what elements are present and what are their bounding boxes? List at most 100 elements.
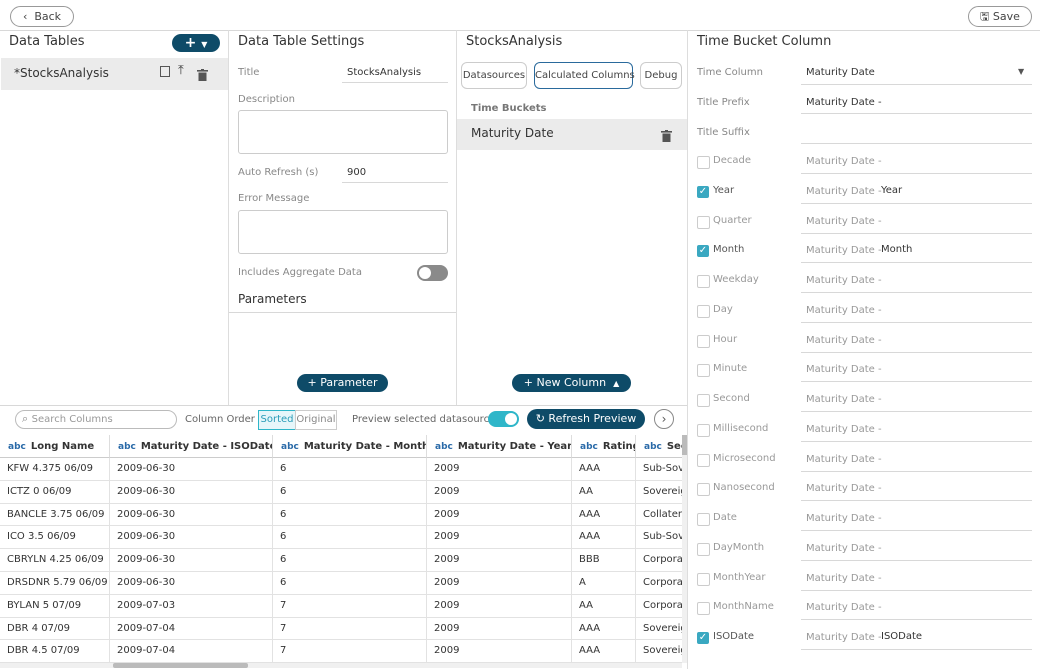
checkbox[interactable]	[697, 394, 710, 407]
bucket-prefix: Maturity Date -	[806, 304, 882, 316]
field-value: StocksAnalysis	[347, 67, 422, 78]
divider	[229, 312, 456, 313]
column-type: abc	[435, 442, 453, 452]
save-label: Save	[992, 10, 1020, 23]
refresh-button[interactable]: ↻ Refresh Preview	[527, 409, 645, 429]
underline	[801, 470, 1032, 472]
bucket-prefix: Maturity Date -	[806, 423, 882, 435]
table-cell: 2009-07-04	[110, 617, 273, 641]
button-label: Parameter	[320, 376, 378, 389]
table-cell: AAA	[572, 526, 636, 550]
search-box[interactable]: ⌕ Search Columns	[15, 410, 177, 429]
bucket-prefix: Maturity Date -	[806, 513, 882, 524]
bucket-prefix: Maturity Date -	[806, 156, 882, 167]
checkbox[interactable]	[697, 602, 710, 616]
checkbox[interactable]	[697, 423, 710, 437]
table-cell: AA	[572, 594, 636, 618]
list-row[interactable]	[1, 58, 228, 90]
new-column-button[interactable]: + New Column ▲	[512, 374, 631, 392]
panel-title: Data Tables	[9, 34, 85, 49]
textarea[interactable]	[238, 110, 448, 154]
parameter-button[interactable]: + Parameter	[297, 374, 388, 392]
checkbox[interactable]	[697, 542, 710, 556]
table-cell: DBR 4 07/09	[0, 617, 110, 641]
checkbox[interactable]	[697, 572, 710, 586]
underline	[801, 440, 1032, 442]
checkbox[interactable]	[697, 453, 710, 467]
bucket-name: MonthYear	[713, 571, 766, 583]
checkbox[interactable]: ✓	[697, 632, 709, 644]
delete-icon[interactable]	[661, 127, 672, 146]
tab[interactable]: Debug	[640, 62, 682, 89]
checkbox[interactable]	[697, 304, 710, 318]
checkbox[interactable]: ✓	[697, 245, 709, 258]
toggle-knob	[505, 413, 517, 425]
bucket-prefix: Maturity Date -	[806, 245, 882, 257]
column-header[interactable]: abc Rating	[572, 435, 636, 458]
scroll-thumb[interactable]	[113, 663, 248, 668]
dropdown-caret[interactable]: ▼	[1018, 67, 1025, 76]
scroll-thumb[interactable]	[682, 435, 687, 455]
column-name: Maturity Date - Year	[457, 441, 572, 452]
checkbox[interactable]	[697, 483, 710, 497]
table-cell: DBR 4.5 07/09	[0, 640, 110, 663]
divider	[0, 30, 1040, 31]
table-cell: BYLAN 5 07/09	[0, 594, 110, 618]
column-header[interactable]: abc Sect	[636, 435, 682, 458]
next-button[interactable]: ›	[654, 409, 674, 429]
save-button[interactable]: 🖫 Save	[968, 6, 1032, 27]
field-label: Time Column	[697, 67, 763, 78]
bucket-prefix: Maturity Date -	[806, 632, 882, 643]
dropdown-value[interactable]: Maturity Date	[806, 67, 875, 78]
field-value: 900	[347, 167, 367, 178]
button-label: New Column	[536, 376, 607, 389]
checkbox[interactable]	[697, 364, 710, 378]
underline	[801, 321, 1032, 323]
checkbox[interactable]	[697, 215, 710, 229]
table-cell: CBRYLN 4.25 06/09	[0, 549, 110, 572]
export-icon[interactable]: ⤒	[178, 63, 184, 78]
order-option[interactable]: Sorted	[258, 410, 296, 430]
panel-title: Data Table Settings	[238, 34, 365, 49]
checkbox[interactable]: ✓	[697, 185, 709, 198]
checkbox[interactable]	[697, 275, 710, 288]
table-cell: 2009	[427, 458, 572, 481]
delete-icon[interactable]	[197, 66, 208, 85]
checkbox[interactable]	[697, 513, 710, 526]
tab[interactable]: Datasources	[461, 62, 527, 89]
field-value: Maturity Date -	[806, 97, 882, 108]
toggle[interactable]	[417, 265, 448, 281]
table-cell: Sovereig	[636, 618, 682, 641]
add-button[interactable]: + ▼	[172, 34, 220, 52]
back-button[interactable]: ‹ Back	[10, 6, 74, 27]
scrollbar[interactable]	[682, 435, 687, 663]
column-header[interactable]: abc Long Name	[0, 435, 110, 458]
order-option[interactable]: Original	[295, 410, 337, 430]
underline	[801, 411, 1032, 412]
table-cell: ICTZ 0 06/09	[0, 480, 110, 504]
checkbox[interactable]	[697, 156, 710, 169]
table-cell: 2009	[427, 503, 572, 527]
bucket-suffix: ISODate	[881, 631, 923, 642]
checkbox[interactable]	[697, 334, 710, 348]
list-row[interactable]	[457, 119, 687, 150]
column-name: Maturity Date - ISODate	[140, 441, 273, 452]
textarea[interactable]	[238, 210, 448, 254]
underline	[801, 530, 1032, 531]
scrollbar[interactable]	[0, 663, 682, 668]
table-cell: 2009	[427, 526, 572, 550]
table-cell: 7	[273, 640, 427, 663]
toggle[interactable]	[488, 411, 519, 427]
bucket-name: Millisecond	[713, 422, 769, 434]
table-cell: Corporat	[636, 572, 682, 595]
column-type: abc	[281, 442, 299, 452]
copy-icon[interactable]	[160, 66, 170, 77]
tab[interactable]: Calculated Columns	[534, 62, 635, 89]
table-cell: 2009-06-30	[110, 458, 273, 481]
table-cell: Corporat	[636, 549, 682, 572]
button-label: Refresh Preview	[548, 412, 637, 425]
